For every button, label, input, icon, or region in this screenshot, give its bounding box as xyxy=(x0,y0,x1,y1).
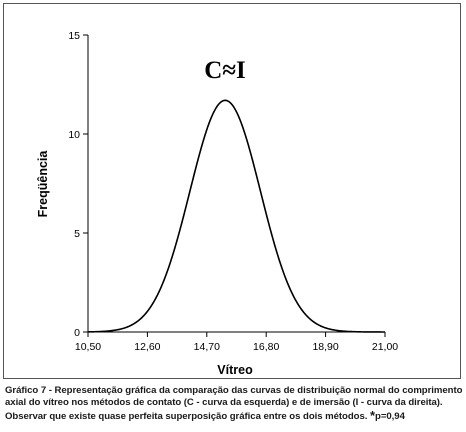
x-tick-label: 21,00 xyxy=(372,341,398,353)
x-tick-label: 18,90 xyxy=(312,341,338,353)
distribution-chart: 0 5 10 15 10,50 12,60 14,70 16,80 18,90 21,00 C≈… xyxy=(36,30,398,377)
x-tick-label: 14,70 xyxy=(194,341,220,353)
y-tick-label: 10 xyxy=(68,129,80,141)
chart-frame xyxy=(3,3,461,379)
p-value: p=0,94 xyxy=(375,410,405,422)
caption-line-3: Observar que existe quase perfeita super… xyxy=(5,407,463,423)
significance-star: * xyxy=(370,407,376,423)
y-tick-label: 15 xyxy=(68,30,80,42)
caption-line-2: axial do vítreo nos métodos de contato (… xyxy=(5,397,443,409)
x-axis-ticks: 10,50 12,60 14,70 16,80 18,90 21,00 xyxy=(75,332,398,353)
y-tick-label: 0 xyxy=(74,327,80,339)
x-tick-label: 10,50 xyxy=(75,341,101,353)
y-tick-label: 5 xyxy=(74,228,80,240)
y-axis-label: Freqüência xyxy=(36,150,50,218)
x-tick-label: 16,80 xyxy=(253,341,279,353)
figure-caption: Gráfico 7 - Representação gráfica da com… xyxy=(5,385,463,423)
caption-line-3-text: Observar que existe quase perfeita super… xyxy=(5,410,368,422)
caption-line-1: Gráfico 7 - Representação gráfica da com… xyxy=(5,385,463,396)
chart-annotation: C≈I xyxy=(204,57,246,84)
normal-curve-series xyxy=(87,99,385,333)
x-tick-label: 12,60 xyxy=(134,341,160,353)
y-axis-ticks: 0 5 10 15 xyxy=(68,30,88,339)
x-axis-label: Vítreo xyxy=(217,363,253,377)
